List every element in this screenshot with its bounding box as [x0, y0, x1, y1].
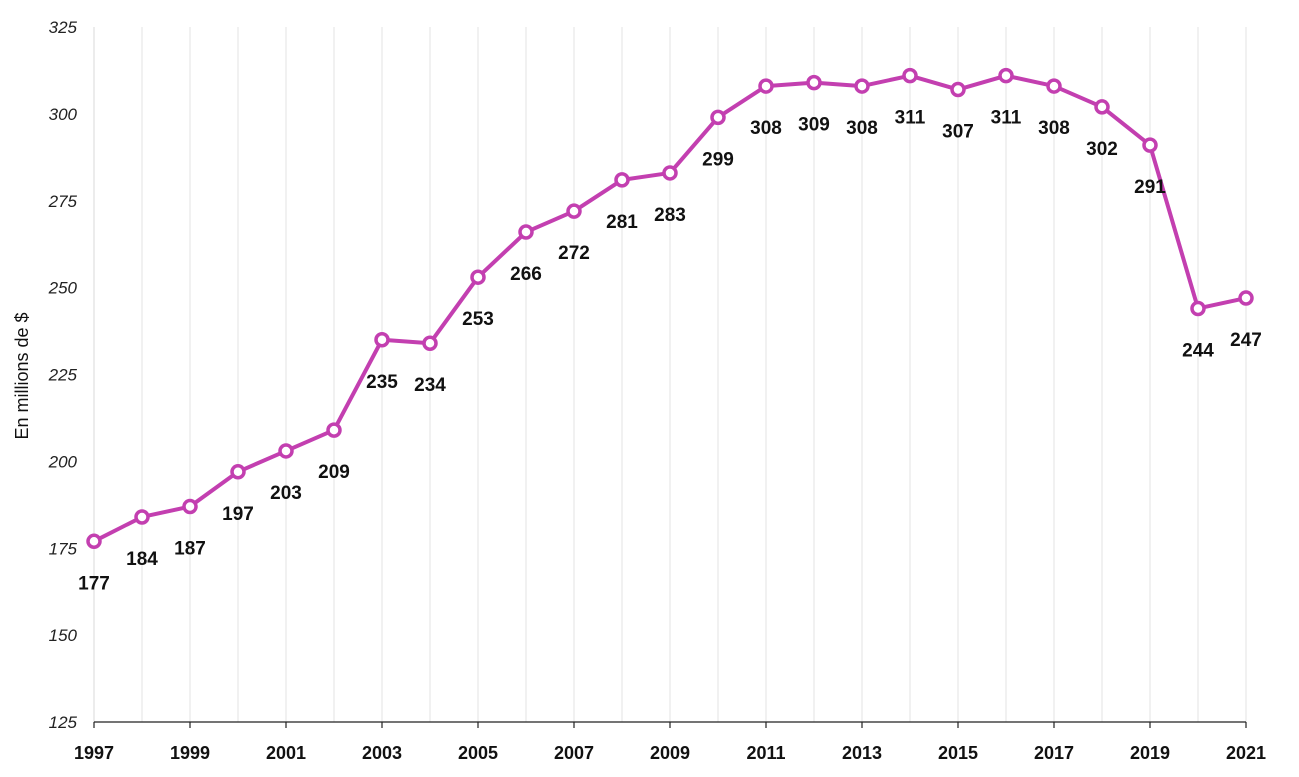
- data-label: 272: [558, 243, 590, 264]
- data-point: [1046, 78, 1062, 94]
- y-tick-label: 175: [49, 539, 78, 558]
- data-label: 247: [1230, 330, 1262, 351]
- data-points: [86, 67, 1254, 550]
- y-tick-label: 275: [48, 192, 78, 211]
- data-label: 253: [462, 309, 494, 330]
- data-label: 308: [846, 118, 878, 139]
- y-tick-labels: 125 150 175 200 225 250 275 300 325: [48, 18, 78, 732]
- data-label: 234: [414, 375, 446, 396]
- data-point: [134, 509, 150, 525]
- data-label: 203: [270, 483, 302, 504]
- data-point: [1190, 300, 1206, 317]
- x-tick-label: 2003: [362, 743, 402, 763]
- data-label: 302: [1086, 139, 1118, 160]
- data-point: [758, 78, 774, 94]
- data-point: [422, 335, 438, 351]
- data-labels: 177 184 187 197 203 209 235 234 253 266 272 281 283 2…: [78, 108, 1262, 595]
- x-tick-label: 1997: [74, 743, 114, 763]
- data-label: 308: [750, 118, 782, 139]
- x-tick-label: 2009: [650, 743, 690, 763]
- x-tick-label: 2001: [266, 743, 306, 763]
- data-point: [470, 269, 486, 285]
- data-label: 307: [942, 122, 974, 143]
- data-label: 184: [126, 549, 158, 570]
- data-point: [854, 78, 870, 94]
- data-label: 244: [1182, 340, 1214, 361]
- data-point: [278, 443, 294, 459]
- grid-lines: [141, 27, 1247, 722]
- y-tick-label: 300: [49, 105, 78, 124]
- x-tick-label: 2013: [842, 743, 882, 763]
- data-label: 309: [798, 115, 830, 136]
- x-tick-labels: 1997 1999 2001 2003 2005 2007 2009 2011 2013 2015…: [74, 743, 1266, 763]
- x-tick-label: 2015: [938, 743, 978, 763]
- x-tick-label: 2011: [746, 743, 785, 763]
- x-tick-label: 2019: [1130, 743, 1170, 763]
- data-point: [230, 464, 246, 480]
- data-label: 187: [174, 539, 206, 560]
- y-axis-label: En millions de $: [12, 312, 32, 439]
- data-label: 209: [318, 462, 350, 483]
- y-tick-label: 225: [48, 366, 78, 385]
- data-label: 311: [895, 108, 926, 129]
- data-point: [806, 74, 822, 91]
- x-tick-label: 2017: [1034, 743, 1074, 763]
- data-point: [1094, 99, 1110, 115]
- data-point: [518, 224, 534, 240]
- data-point: [566, 203, 582, 219]
- x-tick-label: 2005: [458, 743, 498, 763]
- data-point: [374, 332, 390, 348]
- data-point: [710, 109, 726, 126]
- data-point: [182, 498, 198, 515]
- data-point: [1142, 137, 1158, 153]
- axes: [93, 27, 1247, 728]
- data-point: [902, 67, 918, 84]
- data-label: 197: [222, 504, 254, 525]
- data-label: 299: [702, 149, 734, 170]
- data-label: 308: [1038, 118, 1070, 139]
- y-tick-label: 250: [48, 279, 78, 298]
- x-tick-label: 2021: [1226, 743, 1266, 763]
- data-point: [998, 67, 1014, 84]
- y-tick-label: 150: [49, 626, 78, 645]
- data-point: [950, 81, 966, 98]
- y-tick-label: 325: [49, 18, 78, 37]
- data-point: [1238, 290, 1254, 306]
- data-point: [326, 422, 342, 438]
- y-tick-label: 200: [48, 452, 78, 471]
- x-tick-label: 1999: [170, 743, 210, 763]
- data-label: 177: [78, 573, 110, 594]
- data-label: 281: [606, 212, 638, 233]
- data-point: [86, 533, 102, 550]
- data-label: 311: [991, 108, 1022, 129]
- y-tick-label: 125: [49, 713, 78, 732]
- data-label: 266: [510, 264, 542, 285]
- data-label: 291: [1134, 177, 1166, 198]
- data-point: [662, 165, 678, 181]
- data-label: 283: [654, 205, 686, 226]
- data-point: [614, 172, 630, 188]
- data-label: 235: [366, 372, 398, 393]
- x-tick-label: 2007: [554, 743, 594, 763]
